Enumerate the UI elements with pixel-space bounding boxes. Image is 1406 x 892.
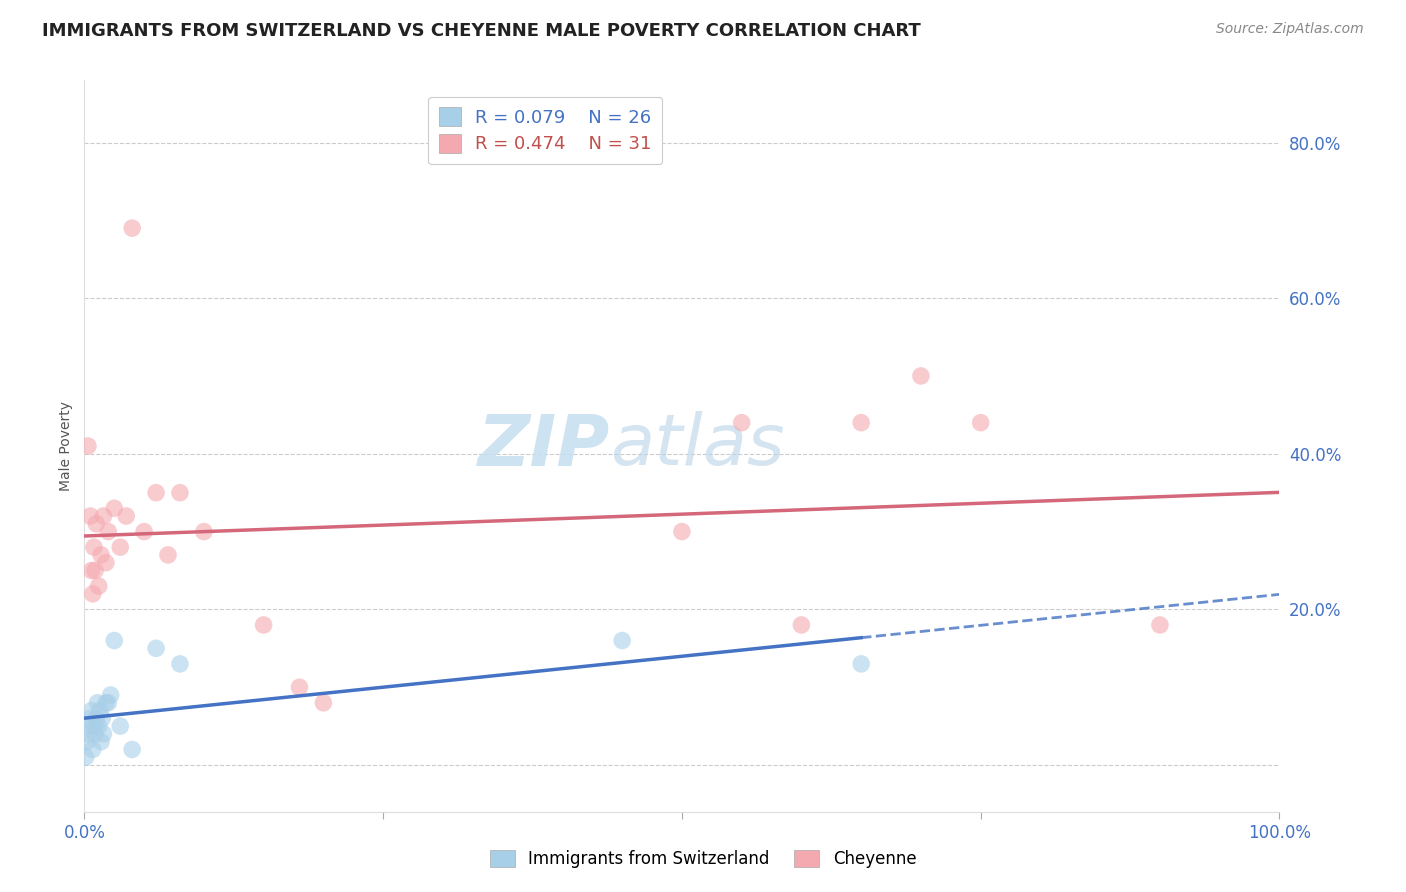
Point	[100, 688, 122, 702]
Legend: R = 0.079    N = 26, R = 0.474    N = 31: R = 0.079 N = 26, R = 0.474 N = 31	[427, 96, 662, 164]
Point	[110, 719, 132, 733]
Point	[115, 509, 138, 524]
Point	[612, 633, 634, 648]
Point	[77, 727, 100, 741]
Point	[157, 548, 180, 562]
Point	[93, 727, 115, 741]
Point	[121, 221, 143, 235]
Text: Source: ZipAtlas.com: Source: ZipAtlas.com	[1216, 22, 1364, 37]
Point	[288, 680, 311, 694]
Point	[76, 734, 98, 748]
Point	[132, 524, 156, 539]
Point	[80, 564, 103, 578]
Point	[83, 540, 105, 554]
Point	[851, 416, 873, 430]
Point	[110, 540, 132, 554]
Point	[84, 564, 107, 578]
Point	[90, 548, 112, 562]
Point	[87, 579, 110, 593]
Point	[83, 719, 105, 733]
Point	[671, 524, 693, 539]
Point	[790, 618, 813, 632]
Point	[77, 439, 100, 453]
Point	[82, 742, 104, 756]
Point	[193, 524, 215, 539]
Point	[91, 711, 114, 725]
Point	[103, 501, 125, 516]
Point	[79, 711, 101, 725]
Point	[97, 524, 120, 539]
Point	[121, 742, 143, 756]
Point	[89, 704, 111, 718]
Point	[253, 618, 276, 632]
Point	[97, 696, 120, 710]
Point	[84, 727, 107, 741]
Point	[1149, 618, 1171, 632]
Point	[93, 509, 115, 524]
Point	[851, 657, 873, 671]
Point	[169, 657, 191, 671]
Legend: Immigrants from Switzerland, Cheyenne: Immigrants from Switzerland, Cheyenne	[484, 843, 922, 875]
Point	[312, 696, 335, 710]
Point	[731, 416, 754, 430]
Point	[169, 485, 191, 500]
Point	[87, 719, 110, 733]
Point	[94, 556, 117, 570]
Point	[94, 696, 117, 710]
Point	[103, 633, 125, 648]
Y-axis label: Male Poverty: Male Poverty	[59, 401, 73, 491]
Text: ZIP: ZIP	[478, 411, 610, 481]
Text: atlas: atlas	[610, 411, 785, 481]
Point	[910, 368, 932, 383]
Point	[86, 696, 108, 710]
Point	[90, 734, 112, 748]
Point	[77, 719, 100, 733]
Point	[145, 485, 167, 500]
Point	[86, 711, 108, 725]
Point	[79, 509, 101, 524]
Point	[86, 516, 108, 531]
Point	[75, 750, 97, 764]
Text: IMMIGRANTS FROM SWITZERLAND VS CHEYENNE MALE POVERTY CORRELATION CHART: IMMIGRANTS FROM SWITZERLAND VS CHEYENNE …	[42, 22, 921, 40]
Point	[970, 416, 993, 430]
Point	[145, 641, 167, 656]
Point	[82, 587, 104, 601]
Point	[80, 704, 103, 718]
